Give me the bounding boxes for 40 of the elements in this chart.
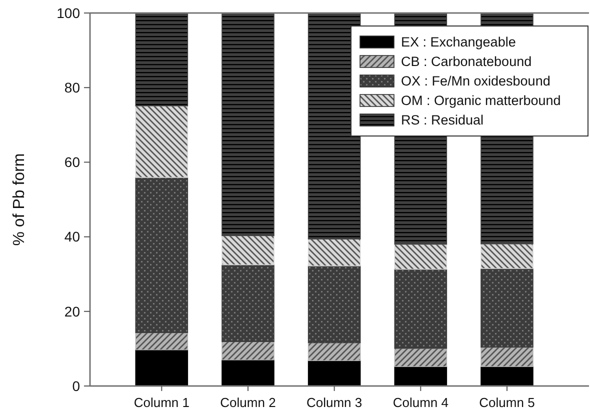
y-tick-label: 20 (64, 303, 80, 320)
legend-label: EX : Exchangeable (401, 34, 516, 50)
legend-label: CB : Carbonatebound (401, 54, 532, 70)
bar (222, 12, 274, 236)
bar (480, 268, 534, 348)
bar (222, 341, 274, 360)
bar (480, 243, 534, 269)
legend-label: OM : Organic matterbound (401, 93, 561, 108)
bar (135, 105, 188, 178)
x-tick-label: Column 4 (392, 395, 448, 410)
y-tick-label: 40 (64, 228, 80, 245)
y-tick-label: 60 (64, 154, 80, 170)
y-axis-title: % of Pb form (11, 153, 28, 246)
bar (394, 244, 448, 270)
bar (480, 346, 534, 368)
bar (394, 366, 448, 386)
bar (480, 366, 534, 386)
y-tick-label: 0 (72, 378, 80, 394)
bar (222, 264, 274, 342)
y-tick-label: 80 (64, 80, 80, 96)
bar (308, 360, 361, 386)
bar (222, 359, 274, 386)
bar (394, 268, 448, 349)
bar (135, 12, 188, 106)
bar (308, 342, 361, 362)
bar (135, 177, 188, 334)
x-tick-label: Column 1 (134, 395, 190, 410)
bar (308, 12, 361, 240)
legend-label: OX : Fe/Mn oxidesbound (401, 74, 550, 89)
bar (308, 265, 361, 344)
y-tick-label: 100 (56, 4, 80, 21)
x-tick-label: Column 3 (306, 395, 362, 410)
bar (308, 238, 361, 266)
bar (135, 349, 188, 386)
x-tick-label: Column 5 (479, 395, 535, 410)
x-tick-label: Column 2 (220, 395, 276, 410)
bar (135, 332, 188, 350)
bar (394, 348, 448, 368)
bar (222, 235, 274, 266)
legend-label: RS : Residual (401, 112, 484, 128)
